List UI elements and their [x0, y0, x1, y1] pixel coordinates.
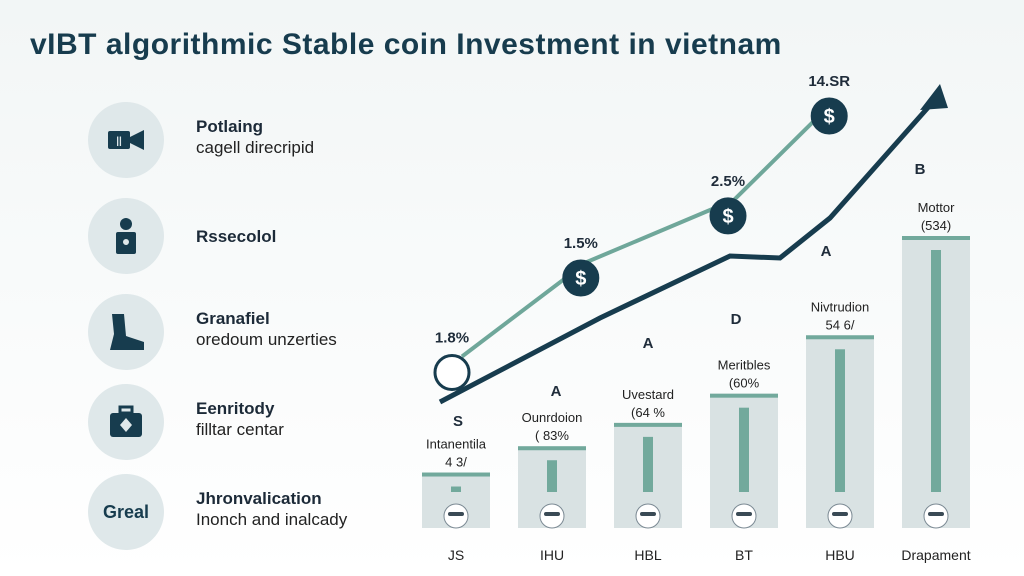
annotation-letter: S: [453, 413, 463, 430]
annotation-letter: B: [915, 161, 926, 178]
bar-value-label: (64 %: [631, 405, 665, 420]
bar: [931, 250, 941, 492]
annotation-letter: A: [821, 243, 832, 260]
investment-chart: JS Intanentila 4 3/IHU Ounrdoion ( 83% HBL Uve…: [422, 73, 971, 563]
handshake-icon: [810, 97, 848, 135]
feature-desc: Inonch and inalcady: [196, 510, 348, 529]
face-icon-eyes: [640, 512, 656, 516]
dollar-sign: $: [722, 206, 733, 228]
feature-list: || Potlaing cagell direcripid Rssecolol …: [0, 0, 400, 576]
feature-icon-circle: Greal: [88, 474, 164, 550]
bar-name-label: Meritbles: [718, 358, 771, 373]
bar: [451, 486, 461, 492]
feature-icon-circle: [88, 384, 164, 460]
bar-name-label: Intanentila: [426, 437, 487, 452]
bar-value-label: (60%: [729, 376, 760, 391]
bar-name-label: Mottor: [918, 200, 956, 215]
feature-item: Eenritody filltar centar: [88, 384, 388, 464]
feature-desc: filltar centar: [196, 420, 284, 439]
point-label: 1.8%: [435, 330, 469, 347]
page-title: vIBT algorithmic Stable coin Investment …: [30, 28, 782, 61]
point-label: 2.5%: [711, 173, 745, 190]
dollar-sign: $: [575, 268, 586, 290]
trend-arrowhead: [920, 84, 948, 110]
point-label: 1.5%: [564, 235, 598, 252]
bar-name-label: Ounrdoion: [522, 410, 583, 425]
face-icon-eyes: [736, 512, 752, 516]
bar-value-label: (534): [921, 218, 951, 233]
category-label: IHU: [540, 547, 564, 563]
face-icon-eyes: [448, 512, 464, 516]
dollar-sign: $: [824, 106, 835, 128]
feature-item: Granafiel oredoum unzerties: [88, 294, 388, 374]
coin-icon: [433, 354, 471, 391]
secondary-trend-line: [460, 98, 837, 359]
main-trend-line: [438, 92, 942, 405]
bar: [643, 436, 653, 492]
feature-icon-circle: ||: [88, 102, 164, 178]
bar-top-line: [902, 236, 970, 240]
bar-name-label: Uvestard: [622, 387, 674, 402]
bar-top-line: [614, 422, 682, 427]
bar-value-label: 54 6/: [826, 317, 855, 332]
category-label: BT: [735, 547, 753, 563]
feature-item: Greal Jhronvalication Inonch and inalcad…: [88, 474, 388, 554]
bar-value-label: 4 3/: [445, 455, 467, 470]
bar-top-line: [806, 335, 874, 340]
feature-title: Eenritody: [196, 399, 275, 418]
bar: [835, 349, 845, 492]
svg-text:||: ||: [116, 136, 122, 147]
bar-value-label: ( 83%: [535, 428, 569, 443]
category-label: JS: [448, 547, 464, 563]
boot-icon: [110, 314, 144, 350]
feature-item: Rssecolol: [88, 198, 388, 278]
feature-desc: oredoum unzerties: [196, 330, 337, 349]
category-label: Drapament: [901, 547, 970, 563]
annotation-letter: A: [551, 383, 562, 400]
annotation-group: S A A D A B: [453, 161, 926, 430]
face-icon-eyes: [928, 512, 944, 516]
feature-item: || Potlaing cagell direcripid: [88, 102, 388, 182]
category-label: HBL: [634, 547, 661, 563]
category-label: HBU: [825, 547, 855, 563]
annotation-letter: A: [643, 335, 654, 352]
face-icon-eyes: [832, 512, 848, 516]
medical-kit-icon: [110, 405, 142, 437]
trend-line-group: 1.8% $1.5% $2.5% $14.SR: [433, 73, 948, 405]
feature-icon-text: Greal: [102, 501, 150, 522]
bar-name-label: Nivtrudion: [811, 299, 870, 314]
annotation-letter: D: [731, 311, 742, 328]
feature-title: Rssecolol: [196, 227, 277, 246]
feature-desc: cagell direcripid: [196, 138, 315, 157]
lock-person-icon: [116, 218, 136, 254]
feature-title: Granafiel: [196, 309, 270, 328]
feature-title: Potlaing: [196, 117, 264, 136]
dollar-icon: [562, 259, 600, 297]
bar: [739, 407, 749, 492]
feature-icon-circle: [88, 198, 164, 274]
feature-title: Jhronvalication: [196, 489, 322, 508]
point-label: 14.SR: [808, 73, 850, 90]
bar-group: JS Intanentila 4 3/IHU Ounrdoion ( 83% HBL Uve…: [422, 200, 971, 563]
feature-icon-circle: [88, 294, 164, 370]
bar: [547, 460, 557, 492]
bar-top-line: [422, 472, 490, 477]
video-camera-icon: ||: [108, 130, 144, 150]
bar-top-line: [518, 446, 586, 451]
bar-top-line: [710, 393, 778, 398]
gear-dollar-icon: [709, 197, 747, 235]
face-icon-eyes: [544, 512, 560, 516]
